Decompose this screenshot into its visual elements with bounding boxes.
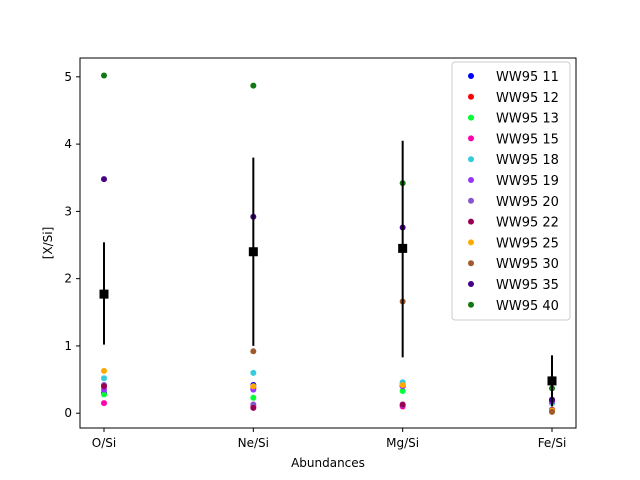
data-point [250, 348, 257, 355]
legend-label: WW95 19 [496, 174, 559, 189]
data-point [399, 401, 406, 408]
legend-label: WW95 18 [496, 153, 559, 168]
x-tick-label: O/Si [92, 436, 116, 450]
data-point [250, 369, 257, 376]
data-point [549, 408, 555, 415]
points-layer [101, 72, 555, 415]
legend-marker [468, 281, 474, 287]
legend-box [451, 61, 571, 321]
y-axis-label: [X/Si] [41, 227, 55, 260]
data-point [101, 72, 107, 79]
legend-marker [468, 93, 474, 100]
x-tick-label: Mg/Si [386, 436, 419, 450]
series-ww95-25 [101, 367, 555, 414]
x-axis-label: Abundances [291, 456, 365, 470]
x-tick-label: Fe/Si [538, 436, 567, 450]
legend-label: WW95 22 [496, 216, 559, 231]
observed-marker [248, 247, 258, 257]
data-point [101, 391, 107, 398]
y-tick-label: 2 [64, 272, 72, 286]
x-axis: O/Si Ne/Si Mg/Si Fe/Si [92, 428, 567, 450]
legend-label: WW95 40 [496, 299, 559, 314]
legend-marker [468, 239, 474, 246]
legend-marker [468, 301, 474, 308]
y-tick-label: 4 [64, 137, 72, 151]
data-point [101, 400, 107, 407]
data-point [101, 176, 107, 183]
legend: WW95 11 WW95 12 WW95 13 WW95 15 WW95 18 WW95 … [451, 61, 571, 321]
data-point [101, 383, 107, 390]
data-point [399, 381, 406, 388]
data-point [101, 367, 107, 374]
legend-label: WW95 13 [496, 112, 559, 127]
data-point [250, 394, 257, 401]
observed-marker [99, 289, 109, 299]
legend-label: WW95 25 [496, 236, 559, 251]
legend-label: WW95 12 [496, 91, 559, 106]
legend-marker [468, 135, 474, 142]
observed-marker [398, 243, 408, 253]
series-ww95-40 [101, 72, 555, 392]
legend-label: WW95 35 [496, 278, 559, 293]
legend-marker [468, 218, 474, 225]
legend-marker [468, 73, 474, 79]
legend-label: WW95 20 [496, 195, 559, 210]
data-point [250, 82, 257, 89]
y-tick-label: 5 [64, 70, 72, 84]
x-tick-label: Ne/Si [238, 436, 269, 450]
data-point [399, 388, 406, 394]
legend-label: WW95 30 [496, 257, 559, 272]
y-tick-label: 0 [64, 406, 72, 420]
legend-marker [468, 260, 474, 267]
legend-label: WW95 15 [496, 132, 559, 147]
legend-marker [468, 197, 474, 204]
legend-label: WW95 11 [496, 70, 559, 85]
data-point [250, 404, 257, 411]
y-tick-label: 1 [64, 339, 72, 353]
legend-marker [468, 114, 474, 121]
data-point [101, 375, 107, 382]
y-tick-label: 3 [64, 204, 72, 218]
legend-marker [468, 177, 474, 183]
errorbar-layer [99, 140, 557, 407]
observed-marker [547, 376, 557, 386]
data-point [250, 383, 257, 390]
plot-frame [79, 57, 577, 429]
legend-marker [468, 156, 474, 163]
y-axis: 0 1 2 3 4 5 [64, 70, 80, 420]
